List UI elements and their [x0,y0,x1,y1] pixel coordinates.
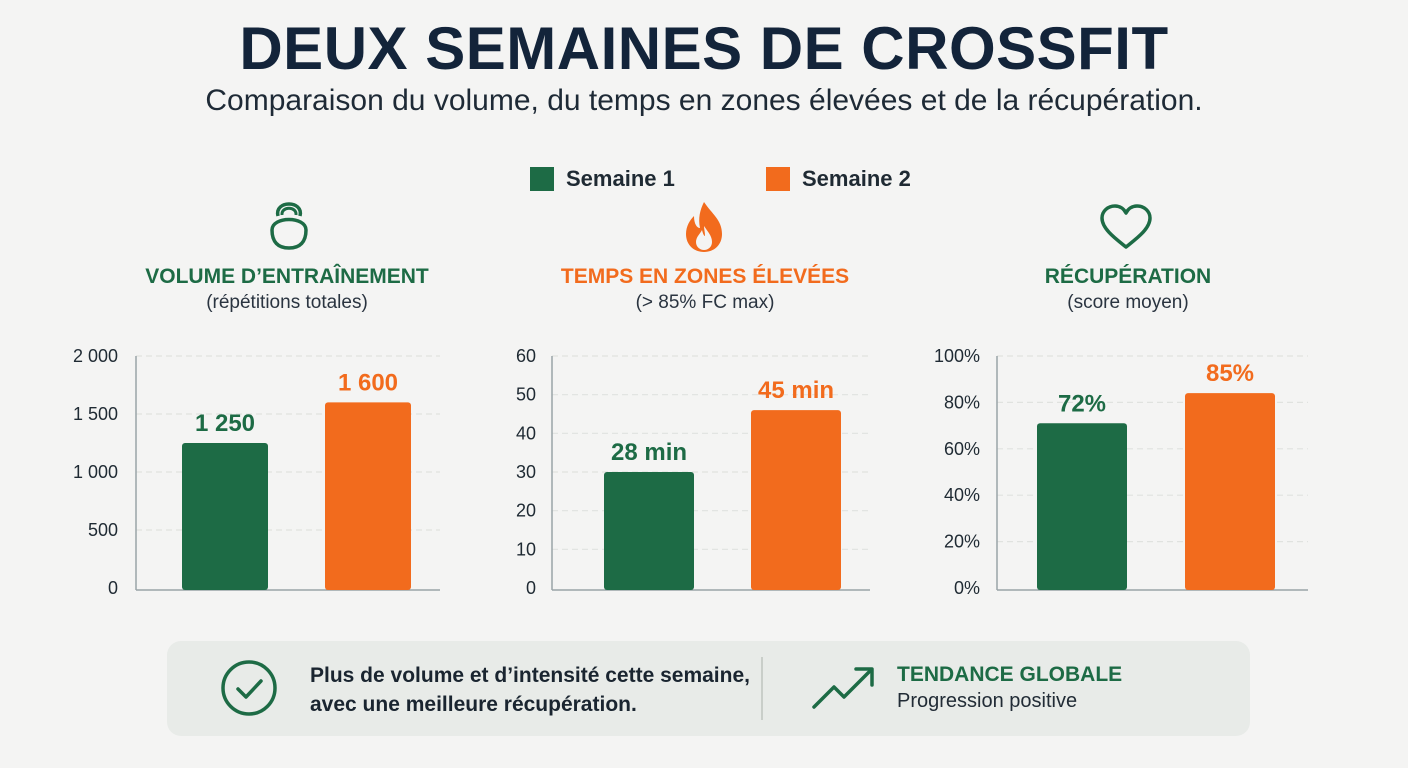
trend-up-icon [812,667,874,709]
y-tick-label: 60% [944,439,980,459]
bar-series1 [1037,423,1127,590]
y-tick-label: 1 000 [73,462,118,482]
data-label: 45 min [758,377,834,404]
data-label: 72% [1058,390,1106,417]
panel-subtitle-zones: (> 85% FC max) [635,292,775,313]
bar-series2 [325,402,411,590]
chart-volume: 0 500 1 000 1 500 2 000 1 250 1 600 [73,346,440,598]
y-tick-label: 1 500 [73,404,118,424]
trend-subtitle: Progression positive [897,690,1078,712]
y-tick-label: 100% [934,346,980,366]
panel-subtitle-recovery: (score moyen) [1067,292,1189,313]
y-tick-label: 0 [108,578,118,598]
legend-label-series2: Semaine 2 [802,166,911,191]
data-label: 85% [1206,360,1254,387]
summary-message: Plus de volume et d’intensité cette sema… [310,664,750,716]
heart-icon [1100,204,1152,249]
data-label: 1 600 [338,369,398,396]
chart-recovery: 0% 20% 40% 60% 80% 100% 72% 85% [934,346,1308,598]
trend-title: TENDANCE GLOBALE [897,663,1123,686]
y-tick-label: 60 [516,346,536,366]
summary-box: Plus de volume et d’intensité cette sema… [167,641,1250,736]
kettlebell-icon [270,202,308,250]
panel-title-volume: VOLUME D’ENTRAÎNEMENT [145,265,429,288]
y-tick-label: 40 [516,423,536,443]
legend-item-series1: Semaine 1 [530,166,675,192]
panel-title-recovery: RÉCUPÉRATION [1044,265,1212,288]
panel-volume: VOLUME D’ENTRAÎNEMENT (répétitions total… [0,0,470,610]
legend-swatch-series1 [530,167,554,191]
legend-label-series1: Semaine 1 [566,166,675,191]
y-tick-label: 10 [516,539,536,559]
summary-divider [761,657,763,720]
y-tick-label: 40% [944,485,980,505]
bar-series2 [1185,393,1275,590]
chart-zones: 0 10 20 30 40 50 60 28 min 45 min [516,346,870,598]
y-tick-label: 50 [516,385,536,405]
panel-subtitle-volume: (répétitions totales) [206,292,368,313]
y-tick-label: 2 000 [73,346,118,366]
panel-recovery: RÉCUPÉRATION (score moyen) 0% 20% 40% 60% 80… [910,0,1408,610]
page-title: DEUX SEMAINES DE CROSSFIT [239,15,1169,82]
legend-item-series2: Semaine 2 [766,166,911,192]
legend-swatch-series2 [766,167,790,191]
panel-zones: TEMPS EN ZONES ÉLEVÉES (> 85% FC max) 0 1… [470,0,910,610]
panel-title-zones: TEMPS EN ZONES ÉLEVÉES [560,265,850,288]
bar-series1 [604,472,694,590]
legend: Semaine 1 Semaine 2 [0,166,1408,196]
bar-series1 [182,443,268,590]
data-label: 28 min [611,439,687,466]
flame-icon [686,202,722,252]
y-tick-label: 0 [526,578,536,598]
y-tick-label: 500 [88,520,118,540]
y-tick-label: 20% [944,532,980,552]
y-tick-label: 80% [944,392,980,412]
y-tick-label: 20 [516,501,536,521]
data-label: 1 250 [195,410,255,437]
y-tick-label: 0% [954,578,980,598]
check-circle-icon [221,660,277,716]
y-tick-label: 30 [516,462,536,482]
page-subtitle: Comparaison du volume, du temps en zones… [205,84,1203,117]
bar-series2 [751,410,841,590]
